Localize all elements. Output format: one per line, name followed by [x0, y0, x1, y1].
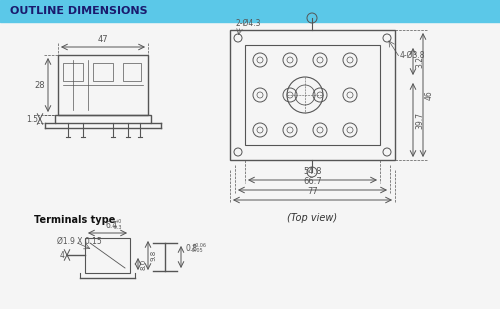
Text: 3.2: 3.2: [415, 56, 424, 67]
Text: 4: 4: [60, 251, 65, 260]
Bar: [245, 45, 380, 145]
Bar: [63, 63, 83, 81]
Text: 2-Ø4.3: 2-Ø4.3: [235, 19, 260, 28]
Text: Ø1.9 X 0.15: Ø1.9 X 0.15: [57, 236, 102, 245]
Text: 0.8: 0.8: [185, 243, 197, 252]
Bar: [55, 115, 151, 123]
Text: 46: 46: [425, 90, 434, 100]
Text: 28: 28: [34, 81, 45, 90]
Text: 66.7: 66.7: [303, 177, 322, 186]
Text: 6.4: 6.4: [106, 221, 118, 230]
Text: 9.8: 9.8: [150, 249, 156, 260]
Text: (Top view): (Top view): [287, 213, 337, 223]
Text: +0.06
-0.05: +0.06 -0.05: [191, 243, 206, 253]
Bar: [230, 30, 395, 160]
Bar: [58, 55, 148, 115]
Text: 1.5: 1.5: [26, 115, 38, 124]
Text: +0
-0.3: +0 -0.3: [113, 219, 123, 230]
Text: 4-Ø3.8: 4-Ø3.8: [400, 50, 425, 60]
Text: 39.7: 39.7: [415, 112, 424, 129]
Text: Terminals type: Terminals type: [34, 215, 116, 225]
Text: 47: 47: [98, 35, 108, 44]
Text: 8.0: 8.0: [140, 259, 146, 270]
Bar: [85, 238, 130, 273]
Bar: [123, 63, 141, 81]
Bar: [0, 0, 500, 22]
Bar: [93, 63, 113, 81]
Text: 77: 77: [307, 187, 318, 196]
Text: 54.8: 54.8: [303, 167, 322, 176]
Text: OUTLINE DIMENSIONS: OUTLINE DIMENSIONS: [10, 6, 147, 16]
